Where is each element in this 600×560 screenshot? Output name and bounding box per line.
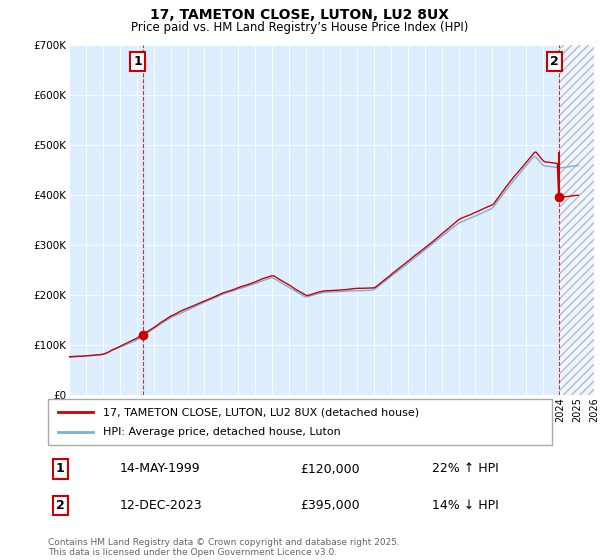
- Text: £395,000: £395,000: [300, 499, 359, 512]
- FancyBboxPatch shape: [48, 399, 552, 445]
- Text: HPI: Average price, detached house, Luton: HPI: Average price, detached house, Luto…: [103, 427, 341, 437]
- Text: 14-MAY-1999: 14-MAY-1999: [120, 463, 200, 475]
- Bar: [560, 45, 600, 395]
- Text: Contains HM Land Registry data © Crown copyright and database right 2025.
This d: Contains HM Land Registry data © Crown c…: [48, 538, 400, 557]
- Text: 12-DEC-2023: 12-DEC-2023: [120, 499, 203, 512]
- Text: 17, TAMETON CLOSE, LUTON, LU2 8UX (detached house): 17, TAMETON CLOSE, LUTON, LU2 8UX (detac…: [103, 407, 419, 417]
- Text: 17, TAMETON CLOSE, LUTON, LU2 8UX: 17, TAMETON CLOSE, LUTON, LU2 8UX: [151, 8, 449, 22]
- Text: 1: 1: [56, 463, 64, 475]
- Text: 22% ↑ HPI: 22% ↑ HPI: [432, 463, 499, 475]
- Bar: [560, 45, 600, 395]
- Text: Price paid vs. HM Land Registry’s House Price Index (HPI): Price paid vs. HM Land Registry’s House …: [131, 21, 469, 34]
- Text: 2: 2: [550, 55, 559, 68]
- Text: 2: 2: [56, 499, 64, 512]
- Text: 1: 1: [134, 55, 142, 68]
- Text: £120,000: £120,000: [300, 463, 359, 475]
- Text: 14% ↓ HPI: 14% ↓ HPI: [432, 499, 499, 512]
